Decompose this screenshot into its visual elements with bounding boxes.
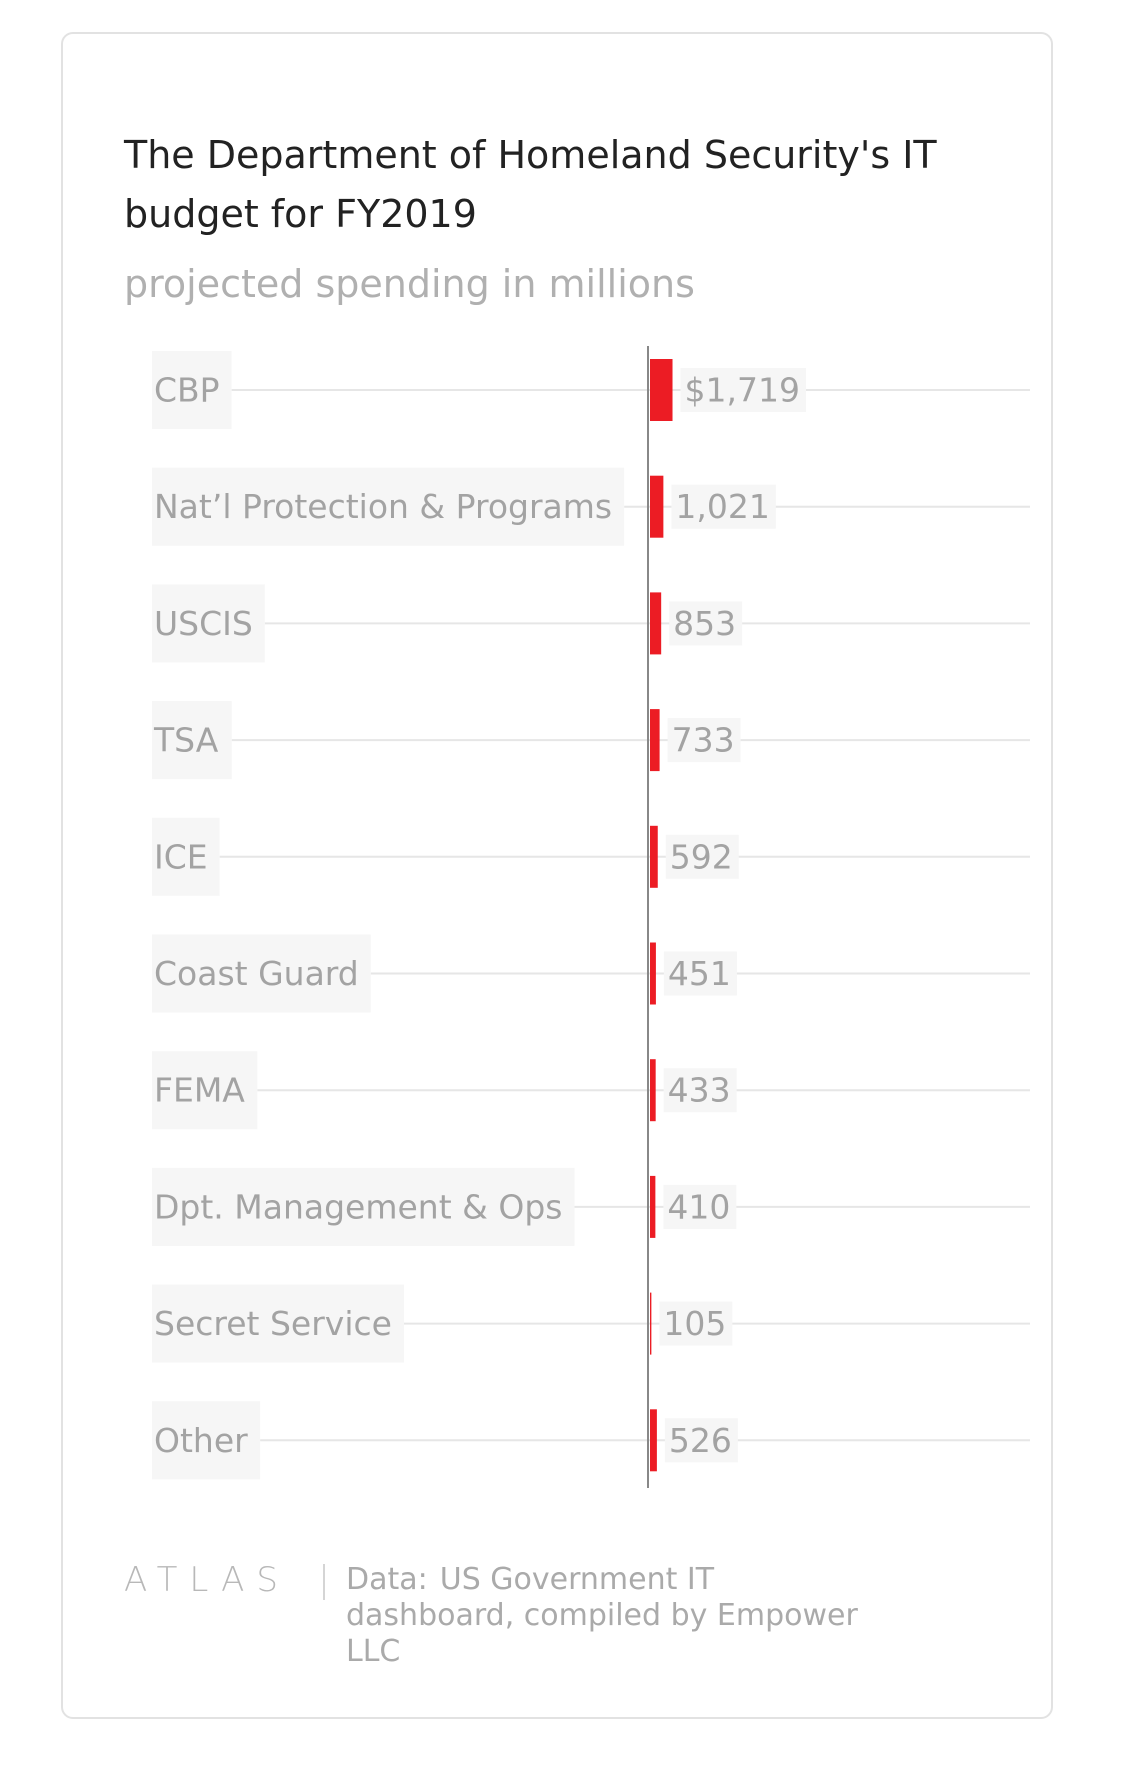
- value-label-bg: [659, 1301, 733, 1346]
- bar-layer: [650, 359, 673, 1472]
- category-label-bg: [152, 467, 625, 546]
- bar: [650, 942, 656, 1005]
- logo: ATLAS: [124, 1560, 290, 1600]
- chart: CBP $1,719 Nat’l Protection & Programs 1,02…: [152, 346, 1030, 1488]
- category-label: Other: [154, 1421, 248, 1460]
- category-label-bg: [152, 1051, 258, 1130]
- bar: [650, 1409, 657, 1472]
- value-label: 526: [669, 1421, 732, 1460]
- category-label: FEMA: [154, 1071, 245, 1110]
- category-label-bg: [152, 701, 232, 780]
- value-label: 733: [672, 721, 735, 760]
- text-layer: CBP $1,719 Nat’l Protection & Programs 1,02…: [152, 351, 806, 1480]
- value-label: $1,719: [685, 371, 800, 410]
- bar: [650, 475, 664, 538]
- category-label: TSA: [153, 721, 219, 760]
- source-label: Data:: [346, 1562, 428, 1597]
- bar: [650, 1292, 652, 1355]
- value-label: 1,021: [675, 487, 769, 526]
- bar: [650, 359, 673, 421]
- category-label-bg: [152, 351, 232, 429]
- category-label-bg: [152, 1401, 261, 1480]
- value-label-bg: [664, 1418, 738, 1463]
- category-label-bg: [152, 1284, 404, 1363]
- chart-title: The Department of Homeland Security's IT…: [124, 133, 937, 236]
- grid-layer: [219, 389, 1030, 1442]
- value-label-bg: [667, 718, 741, 763]
- value-label: 592: [670, 837, 733, 876]
- category-label: ICE: [154, 837, 208, 876]
- category-label: Coast Guard: [154, 954, 359, 993]
- bar: [650, 825, 658, 888]
- card: [61, 32, 1053, 1719]
- bar: [650, 1175, 656, 1238]
- bar: [650, 592, 662, 655]
- value-label-bg: [663, 1184, 737, 1229]
- value-label-bg: [671, 484, 776, 529]
- value-label-bg: [665, 834, 739, 879]
- bar: [650, 709, 660, 772]
- category-label-bg: [152, 584, 265, 663]
- category-label: Nat’l Protection & Programs: [154, 487, 612, 526]
- chart-subtitle: projected spending in millions: [124, 262, 695, 306]
- value-label: 105: [663, 1304, 726, 1343]
- category-label: CBP: [154, 371, 220, 410]
- category-label: Secret Service: [154, 1304, 392, 1343]
- category-label-bg: [152, 934, 371, 1013]
- value-label-bg: [663, 1068, 737, 1113]
- source: Data: US Government IT dashboard, compile…: [346, 1562, 866, 1670]
- value-label-bg: [669, 601, 743, 646]
- source-text: US Government IT dashboard, compiled by …: [346, 1562, 858, 1669]
- separator: [323, 1564, 325, 1600]
- value-label: 853: [673, 604, 736, 643]
- value-label: 410: [667, 1187, 730, 1226]
- value-label-bg: [663, 951, 737, 996]
- value-label: 433: [668, 1071, 731, 1110]
- category-label: USCIS: [154, 604, 253, 643]
- category-label-bg: [152, 1167, 575, 1246]
- value-label-bg: [680, 368, 806, 412]
- category-label: Dpt. Management & Ops: [154, 1187, 563, 1226]
- value-label: 451: [668, 954, 731, 993]
- category-label-bg: [152, 817, 220, 896]
- bar: [650, 1059, 656, 1122]
